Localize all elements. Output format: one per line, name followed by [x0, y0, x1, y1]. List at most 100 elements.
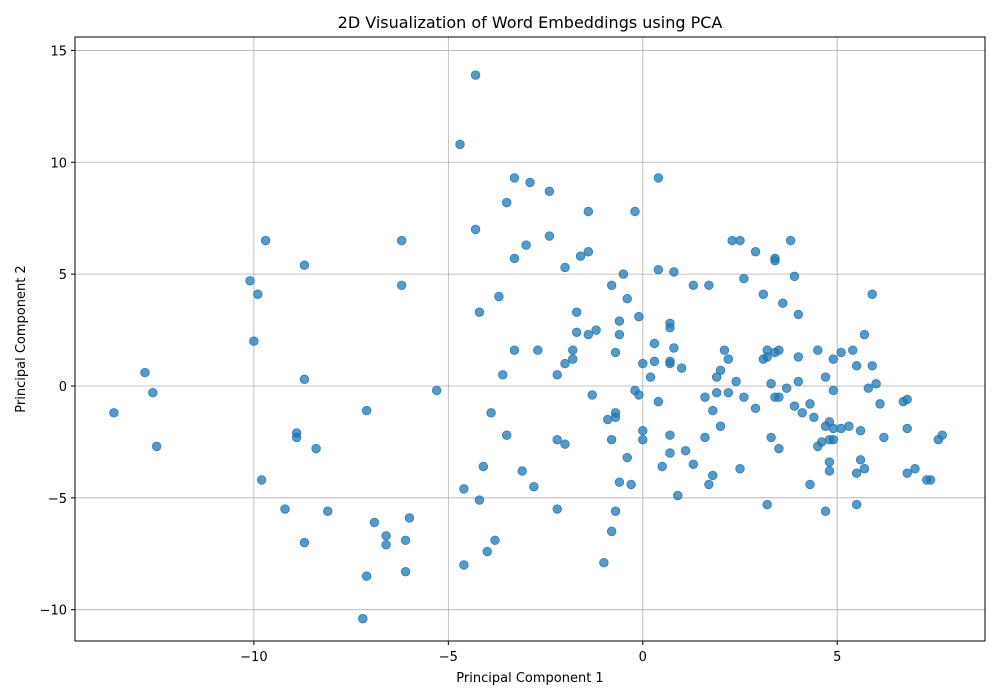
scatter-point	[459, 484, 469, 494]
scatter-point	[299, 374, 310, 384]
scatter-point	[723, 354, 734, 364]
scatter-point	[622, 452, 632, 463]
scatter-point	[851, 361, 862, 371]
scatter-point	[719, 345, 730, 355]
scatter-point	[844, 421, 854, 431]
scatter-point	[587, 390, 597, 400]
scatter-point	[638, 434, 648, 445]
scatter-point	[260, 235, 271, 246]
scatter-point	[665, 323, 675, 333]
scatter-point	[533, 345, 543, 355]
data-points	[109, 70, 947, 624]
scatter-point	[571, 307, 582, 317]
scatter-point	[606, 526, 617, 537]
scatter-point	[323, 506, 333, 516]
scatter-point	[704, 280, 714, 291]
scatter-point	[482, 546, 492, 557]
scatter-point	[676, 363, 687, 373]
scatter-point	[396, 235, 407, 246]
scatter-point	[614, 477, 625, 487]
scatter-point	[486, 408, 496, 418]
scatter-point	[552, 370, 562, 380]
scatter-point	[396, 280, 407, 291]
scatter-point	[781, 383, 792, 393]
scatter-point	[470, 224, 481, 235]
scatter-point	[622, 294, 632, 304]
scatter-point	[715, 421, 726, 431]
scatter-point	[673, 490, 683, 501]
chart-title: 2D Visualization of Word Embeddings usin…	[338, 13, 723, 32]
scatter-point	[937, 430, 947, 440]
scatter-point	[925, 475, 936, 485]
scatter-point	[902, 468, 912, 478]
scatter-point	[509, 173, 520, 183]
scatter-point	[634, 390, 644, 400]
scatter-point	[758, 289, 769, 299]
scatter-point	[498, 370, 508, 380]
scatter-point	[470, 70, 481, 80]
scatter-point	[291, 432, 302, 443]
scatter-point	[739, 273, 749, 284]
y-tick-label: 10	[50, 156, 67, 171]
scatter-point	[459, 560, 469, 570]
scatter-point	[610, 506, 621, 516]
scatter-point	[552, 434, 562, 445]
scatter-point	[688, 280, 699, 291]
scatter-point	[361, 571, 372, 581]
scatter-point	[151, 441, 162, 452]
scatter-point	[820, 506, 831, 516]
scatter-point	[431, 385, 442, 396]
scatter-point	[552, 504, 562, 514]
scatter-point	[544, 231, 555, 241]
scatter-point	[778, 298, 788, 308]
scatter-point	[400, 566, 411, 577]
scatter-point	[657, 461, 667, 472]
scatter-point	[568, 354, 578, 364]
scatter-point	[813, 345, 823, 355]
scatter-point	[688, 459, 699, 469]
scatter-point	[735, 464, 745, 474]
scatter-point	[770, 256, 780, 266]
scatter-point	[249, 336, 259, 346]
y-tick-label: 5	[59, 268, 67, 283]
scatter-point	[653, 264, 664, 275]
scatter-point	[583, 206, 594, 217]
scatter-point	[855, 455, 866, 465]
scatter-point	[750, 247, 761, 257]
scatter-point	[731, 376, 741, 387]
scatter-point	[638, 358, 648, 369]
y-tick-label: 15	[50, 44, 67, 59]
scatter-point	[501, 197, 512, 208]
scatter-point	[766, 432, 776, 443]
scatter-point	[560, 358, 570, 369]
scatter-point	[824, 466, 835, 476]
scatter-point	[256, 475, 267, 485]
scatter-point	[762, 499, 772, 510]
scatter-point	[474, 495, 485, 505]
scatter-point	[902, 423, 912, 434]
scatter-point	[836, 423, 846, 434]
scatter-point	[280, 504, 290, 514]
y-tick-label: −10	[40, 604, 67, 619]
scatter-point	[606, 280, 617, 291]
scatter-point	[606, 434, 617, 445]
scatter-point	[603, 414, 613, 425]
scatter-point	[805, 479, 815, 490]
scatter-point	[669, 267, 679, 277]
scatter-point	[828, 434, 839, 445]
scatter-point	[723, 387, 734, 398]
scatter-point	[509, 253, 520, 264]
scatter-point	[851, 499, 862, 510]
scatter-point	[560, 262, 570, 273]
scatter-point	[665, 430, 675, 440]
scatter-point	[665, 358, 675, 369]
x-tick-label: −10	[240, 650, 267, 665]
scatter-point	[727, 235, 737, 246]
scatter-point	[680, 446, 691, 456]
y-tick-label: 0	[59, 380, 67, 395]
scatter-point	[708, 470, 718, 481]
scatter-point	[571, 327, 582, 337]
scatter-point	[855, 426, 866, 436]
scatter-point	[583, 329, 594, 340]
scatter-point	[879, 432, 889, 443]
